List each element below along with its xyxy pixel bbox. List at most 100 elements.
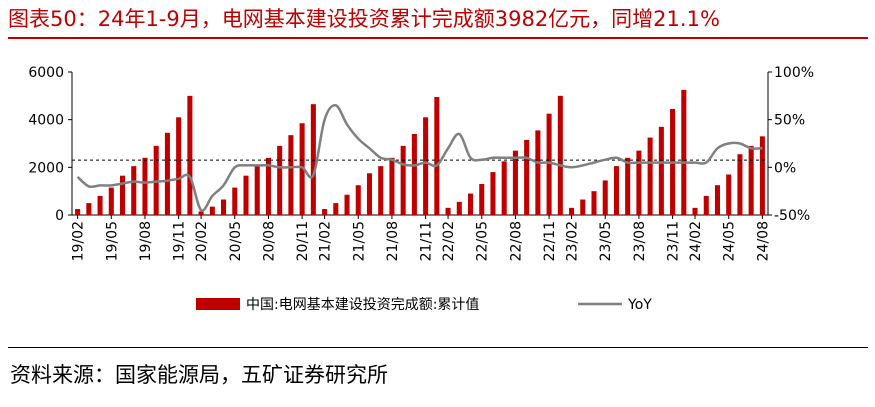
bar [187,95,193,215]
bar [625,157,631,215]
x-tick-label: 21/05 [351,221,367,261]
bar [142,157,148,215]
bar [647,137,653,215]
y-left-tick-label: 0 [55,208,64,224]
bar [759,136,765,215]
bar [277,145,283,215]
bar [658,126,664,215]
x-tick-label: 21/11 [419,221,435,261]
bar [176,117,182,215]
bar [232,187,238,215]
x-tick-label: 20/08 [261,221,277,261]
bar [164,132,170,215]
legend: 中国:电网基本建设投资完成额:累计值 YoY [196,296,652,313]
x-tick-label: 23/02 [565,221,581,261]
x-tick-label: 20/02 [194,221,210,261]
bar [546,113,552,215]
bar [456,201,462,215]
bar [400,145,406,215]
bar [378,166,384,215]
x-tick-label: 23/08 [632,221,648,261]
bar [681,89,687,215]
bar [580,199,586,215]
x-tick-label: 22/02 [441,221,457,261]
y-right-tick-label: 100% [774,65,814,81]
x-tick-label: 24/02 [688,221,704,261]
bar [524,139,530,215]
title-divider [8,37,868,39]
bar [613,166,619,215]
source-divider [8,347,868,348]
axes [68,71,772,219]
x-tick-label: 23/11 [666,221,682,261]
source-note: 资料来源：国家能源局，五矿证券研究所 [10,363,388,387]
bar [355,185,361,215]
x-tick-label: 19/11 [172,221,188,261]
bar [748,145,754,215]
bar [692,207,698,215]
bar [423,117,429,215]
combo-chart: 0 2000 4000 6000 -50% 0% 50% 100% 19/02 19/05 19/0… [28,65,814,313]
bar [411,133,417,215]
bar [75,209,81,215]
chart-title: 图表50：24年1-9月，电网基本建设投资累计完成额3982亿元，同增21.1% [8,7,720,31]
bar [445,207,451,215]
bar [310,104,316,215]
bar [591,191,597,215]
bar [97,195,103,215]
bar [602,180,608,215]
bar [243,175,249,215]
y-left-tick-label: 6000 [28,65,64,81]
x-tick-label: 22/11 [542,221,558,261]
bar [490,172,496,215]
x-tick-label: 19/08 [138,221,154,261]
bar [209,206,215,215]
bar [737,154,743,215]
bar [636,150,642,215]
bar [501,161,507,215]
bar [512,150,518,215]
bar [434,97,440,215]
bar [366,173,373,215]
bar [557,95,563,215]
x-tick-label: 22/05 [475,221,491,261]
bar [108,187,114,215]
bar [198,211,204,215]
bar [86,203,92,215]
legend-bar-swatch [196,298,240,310]
x-tick-label: 24/08 [755,221,771,261]
y-left-tick-label: 4000 [28,113,64,129]
x-tick-label: 21/08 [385,221,401,261]
bar [389,157,395,215]
bar [254,166,260,215]
x-tick-label: 20/11 [295,221,311,261]
x-tick-label: 21/02 [318,221,334,261]
bar [288,135,294,215]
bar [726,174,732,215]
bar [467,193,474,215]
yoy-line [76,104,763,212]
bar [131,166,137,215]
bar [714,185,721,215]
bar [344,194,350,215]
bar [333,203,339,215]
bar [221,199,227,215]
bar [265,157,271,215]
legend-line-label: YoY [627,297,652,313]
yoy-line-series [76,104,763,212]
legend-bar-label: 中国:电网基本建设投资完成额:累计值 [246,296,479,313]
bar [299,123,305,215]
tick-labels: 0 2000 4000 6000 -50% 0% 50% 100% 19/02 19/05 19/0… [28,65,814,261]
bar [535,130,541,215]
x-tick-label: 20/05 [228,221,244,261]
y-left-tick-label: 2000 [28,160,64,176]
bar [322,209,328,215]
bar [479,184,485,215]
bar [119,175,126,215]
x-tick-label: 19/05 [104,221,120,261]
x-tick-label: 22/08 [508,221,524,261]
x-tick-label: 24/05 [722,221,738,261]
bar [569,207,575,215]
x-tick-label: 23/05 [598,221,614,261]
y-right-tick-label: 0% [774,160,796,176]
